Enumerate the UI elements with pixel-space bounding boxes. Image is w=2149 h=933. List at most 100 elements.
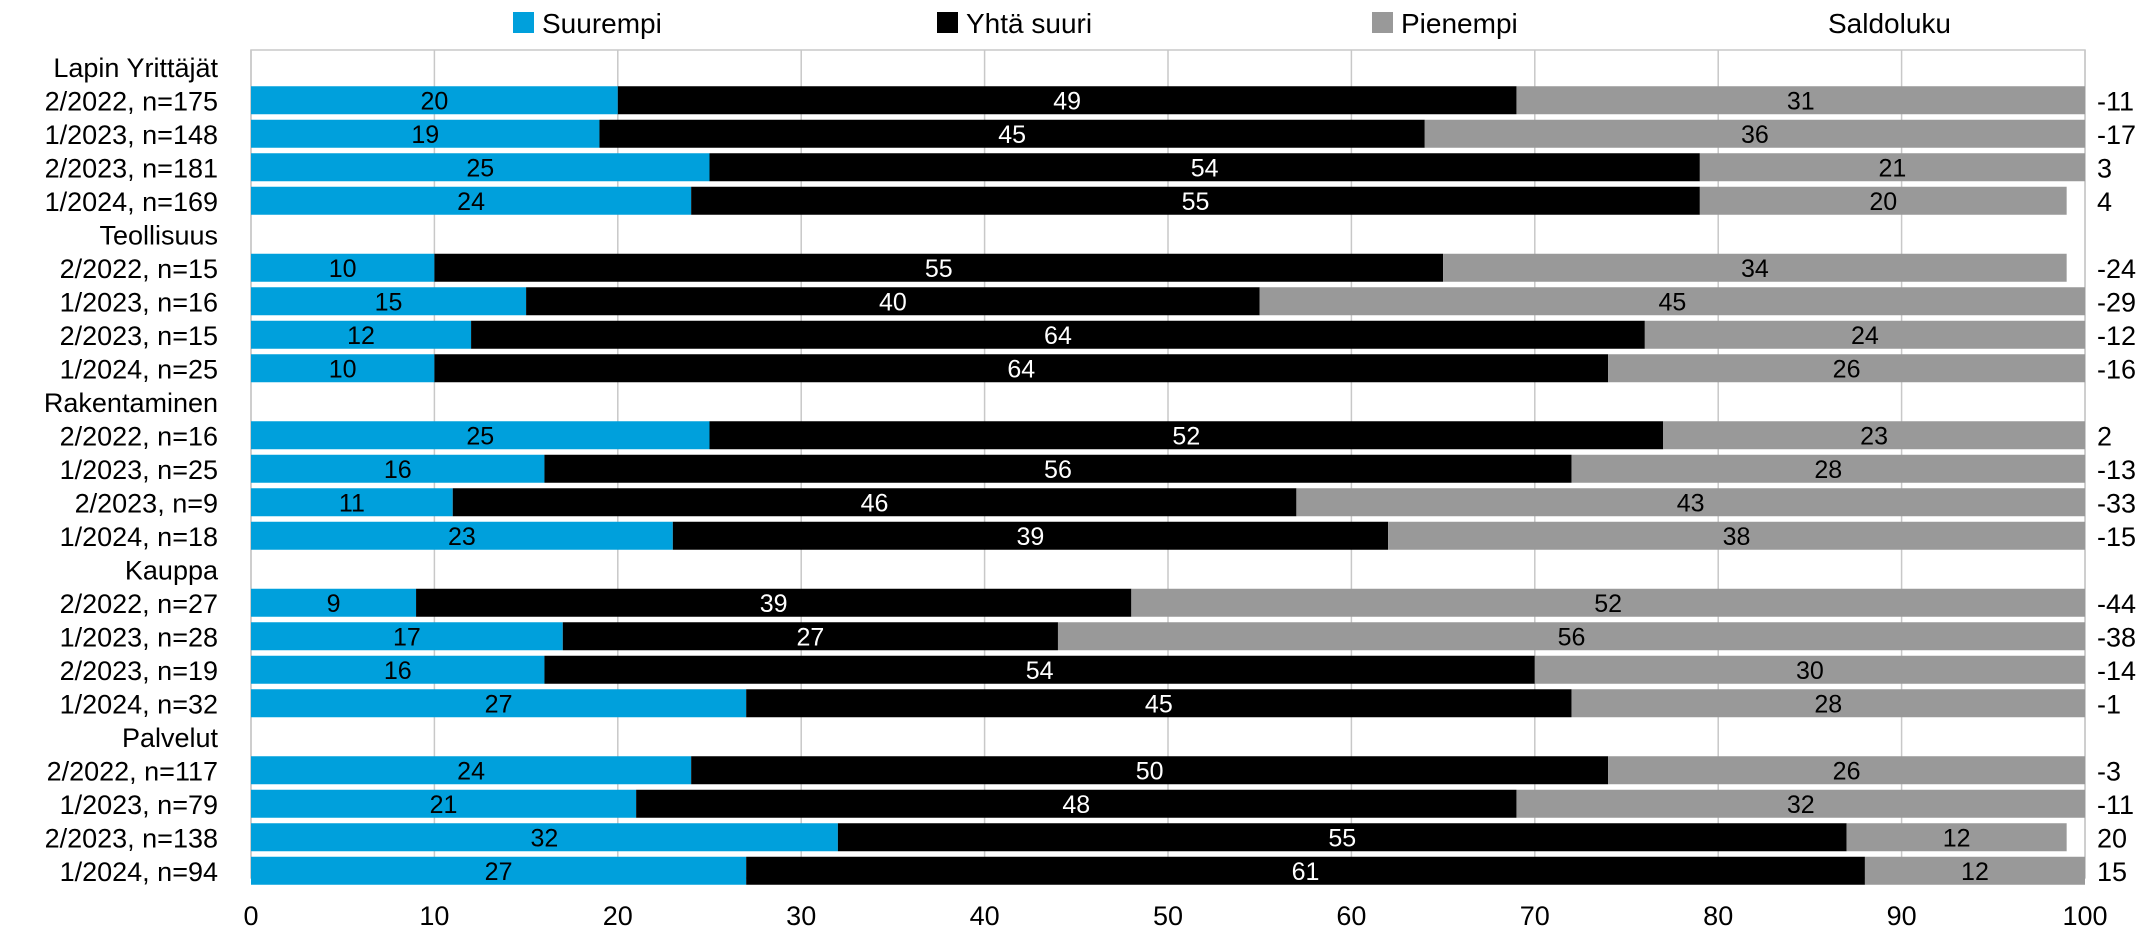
bar-segment bbox=[1516, 789, 2085, 818]
x-tick-label: 0 bbox=[243, 901, 258, 931]
saldo-value: 4 bbox=[2097, 187, 2112, 217]
row-label: 1/2023, n=148 bbox=[45, 120, 218, 150]
saldo-column: -11-1734-24-29-12-162-13-33-15-44-38-14-… bbox=[2097, 86, 2136, 887]
data-label: 23 bbox=[448, 523, 476, 551]
bar-segment bbox=[746, 856, 1865, 885]
data-label: 52 bbox=[1172, 422, 1200, 450]
data-label: 20 bbox=[420, 87, 448, 115]
data-label: 16 bbox=[384, 657, 412, 685]
bar-segment bbox=[251, 823, 838, 852]
group-label: Kauppa bbox=[125, 555, 219, 585]
data-label: 45 bbox=[998, 121, 1026, 149]
bar-segment bbox=[1131, 588, 2085, 617]
saldo-value: -3 bbox=[2097, 756, 2121, 786]
saldo-value: -11 bbox=[2097, 86, 2134, 116]
bar-segment bbox=[1699, 186, 2067, 215]
saldo-value: -24 bbox=[2097, 254, 2136, 284]
x-tick-label: 70 bbox=[1520, 901, 1550, 931]
saldo-value: -1 bbox=[2097, 689, 2121, 719]
group-label: Lapin Yrittäjät bbox=[53, 53, 218, 83]
saldo-value: -11 bbox=[2097, 790, 2134, 820]
saldo-value: -13 bbox=[2097, 455, 2136, 485]
bar-segment bbox=[251, 655, 545, 684]
row-label: 2/2023, n=181 bbox=[45, 153, 218, 183]
bar-segment bbox=[562, 622, 1058, 651]
saldo-value: 2 bbox=[2097, 421, 2112, 451]
legend: Suurempi Yhtä suuri Pienempi Saldoluku bbox=[513, 8, 1951, 39]
group-label: Rakentaminen bbox=[44, 388, 218, 418]
bar-segment bbox=[251, 856, 747, 885]
data-label: 46 bbox=[861, 489, 889, 517]
bar-segment bbox=[1296, 488, 2085, 517]
bar-segment bbox=[691, 186, 1700, 215]
saldo-value: -14 bbox=[2097, 656, 2136, 686]
bar-segment bbox=[837, 823, 1847, 852]
data-label: 32 bbox=[1787, 791, 1815, 819]
bar-segment bbox=[1608, 354, 2085, 383]
data-label: 56 bbox=[1558, 623, 1586, 651]
bar-segment bbox=[1443, 253, 2067, 282]
row-label: 2/2023, n=138 bbox=[45, 823, 218, 853]
row-label: 2/2023, n=9 bbox=[75, 488, 218, 518]
saldo-value: 3 bbox=[2097, 153, 2112, 183]
row-label: 2/2023, n=15 bbox=[60, 321, 218, 351]
bar-segment bbox=[251, 287, 527, 316]
data-label: 45 bbox=[1145, 690, 1173, 718]
saldo-value: -12 bbox=[2097, 321, 2136, 351]
data-label: 38 bbox=[1723, 523, 1751, 551]
row-label: 1/2023, n=16 bbox=[60, 287, 218, 317]
bar-segment bbox=[1424, 119, 2085, 148]
bar-segment bbox=[1699, 153, 2085, 182]
x-tick-label: 100 bbox=[2062, 901, 2107, 931]
data-label: 27 bbox=[485, 690, 513, 718]
x-tick-label: 40 bbox=[970, 901, 1000, 931]
x-axis: 0 10 20 30 40 50 60 70 80 90 100 bbox=[243, 901, 2107, 931]
bar-segment bbox=[251, 354, 435, 383]
data-label: 24 bbox=[457, 188, 485, 216]
data-label: 27 bbox=[485, 858, 513, 886]
bar-segment bbox=[251, 186, 692, 215]
bar-segment bbox=[251, 488, 453, 517]
row-label: 1/2024, n=94 bbox=[60, 857, 218, 887]
data-label: 11 bbox=[339, 489, 365, 517]
data-label: 52 bbox=[1594, 590, 1622, 618]
bar-segment bbox=[636, 789, 1517, 818]
row-label: 1/2024, n=25 bbox=[60, 354, 218, 384]
saldo-value: 20 bbox=[2097, 823, 2127, 853]
saldo-header: Saldoluku bbox=[1828, 8, 1951, 39]
data-label: 24 bbox=[1851, 322, 1879, 350]
data-label: 55 bbox=[1328, 824, 1356, 852]
bar-segment bbox=[1663, 421, 2085, 450]
data-label: 36 bbox=[1741, 121, 1769, 149]
x-tick-label: 30 bbox=[786, 901, 816, 931]
group-label: Teollisuus bbox=[99, 220, 218, 250]
data-label: 48 bbox=[1062, 791, 1090, 819]
data-label: 39 bbox=[760, 590, 788, 618]
legend-swatch bbox=[1372, 12, 1393, 33]
bar-segment bbox=[709, 153, 1700, 182]
bar-segment bbox=[251, 588, 417, 617]
data-label: 40 bbox=[879, 288, 907, 316]
bar-segment bbox=[1644, 320, 2085, 349]
bar-segment bbox=[709, 421, 1664, 450]
bar-segment bbox=[691, 756, 1609, 785]
bar-segment bbox=[599, 119, 1425, 148]
x-tick-label: 50 bbox=[1153, 901, 1183, 931]
row-label: 1/2023, n=28 bbox=[60, 622, 218, 652]
row-label: 2/2022, n=15 bbox=[60, 254, 218, 284]
data-label: 32 bbox=[531, 824, 559, 852]
data-label: 55 bbox=[1182, 188, 1210, 216]
saldo-value: 15 bbox=[2097, 857, 2127, 887]
bar-segment bbox=[434, 253, 1444, 282]
data-label: 12 bbox=[347, 322, 375, 350]
data-label: 56 bbox=[1044, 456, 1072, 484]
row-label: 1/2023, n=79 bbox=[60, 790, 218, 820]
data-label: 31 bbox=[1787, 87, 1815, 115]
data-label: 64 bbox=[1044, 322, 1072, 350]
bar-segment bbox=[746, 689, 1572, 718]
bar-segment bbox=[1846, 823, 2067, 852]
bar-segment bbox=[1516, 86, 2085, 115]
data-label: 30 bbox=[1796, 657, 1824, 685]
group-label: Palvelut bbox=[122, 723, 219, 753]
